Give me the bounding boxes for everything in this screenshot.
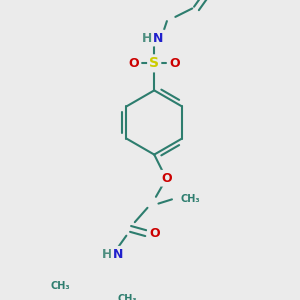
Text: N: N (153, 32, 164, 44)
Text: CH₃: CH₃ (180, 194, 200, 204)
Text: O: O (129, 57, 139, 70)
Text: CH₃: CH₃ (117, 294, 137, 300)
Text: H: H (142, 32, 153, 44)
Text: O: O (169, 57, 180, 70)
Text: N: N (113, 248, 123, 261)
Text: CH₃: CH₃ (50, 281, 70, 291)
Text: S: S (149, 56, 159, 70)
Text: O: O (162, 172, 172, 185)
Text: O: O (149, 226, 160, 240)
Text: H: H (102, 248, 112, 261)
